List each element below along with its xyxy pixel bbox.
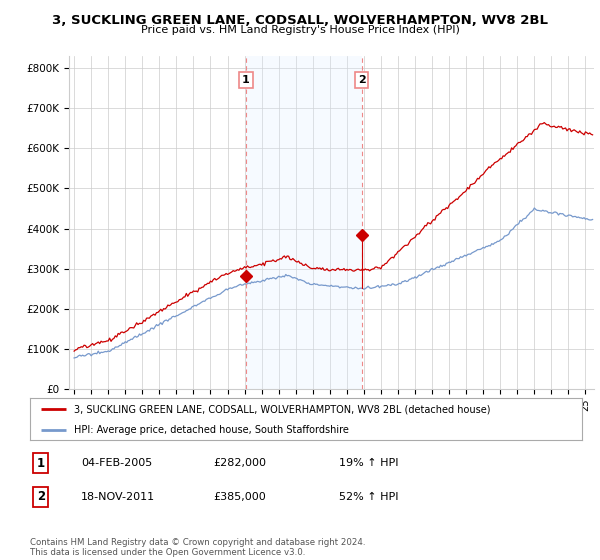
Text: 1: 1: [37, 456, 45, 470]
Text: 2: 2: [37, 490, 45, 503]
Text: 3, SUCKLING GREEN LANE, CODSALL, WOLVERHAMPTON, WV8 2BL: 3, SUCKLING GREEN LANE, CODSALL, WOLVERH…: [52, 14, 548, 27]
Text: HPI: Average price, detached house, South Staffordshire: HPI: Average price, detached house, Sout…: [74, 426, 349, 435]
Text: £385,000: £385,000: [213, 492, 266, 502]
Text: Price paid vs. HM Land Registry's House Price Index (HPI): Price paid vs. HM Land Registry's House …: [140, 25, 460, 35]
Text: 3, SUCKLING GREEN LANE, CODSALL, WOLVERHAMPTON, WV8 2BL (detached house): 3, SUCKLING GREEN LANE, CODSALL, WOLVERH…: [74, 404, 491, 414]
Text: 18-NOV-2011: 18-NOV-2011: [81, 492, 155, 502]
Text: £282,000: £282,000: [213, 458, 266, 468]
Text: 04-FEB-2005: 04-FEB-2005: [81, 458, 152, 468]
Text: 2: 2: [358, 75, 366, 85]
Text: Contains HM Land Registry data © Crown copyright and database right 2024.
This d: Contains HM Land Registry data © Crown c…: [30, 538, 365, 557]
Text: 19% ↑ HPI: 19% ↑ HPI: [339, 458, 398, 468]
Text: 1: 1: [242, 75, 250, 85]
Bar: [246, 56, 362, 389]
Text: 52% ↑ HPI: 52% ↑ HPI: [339, 492, 398, 502]
